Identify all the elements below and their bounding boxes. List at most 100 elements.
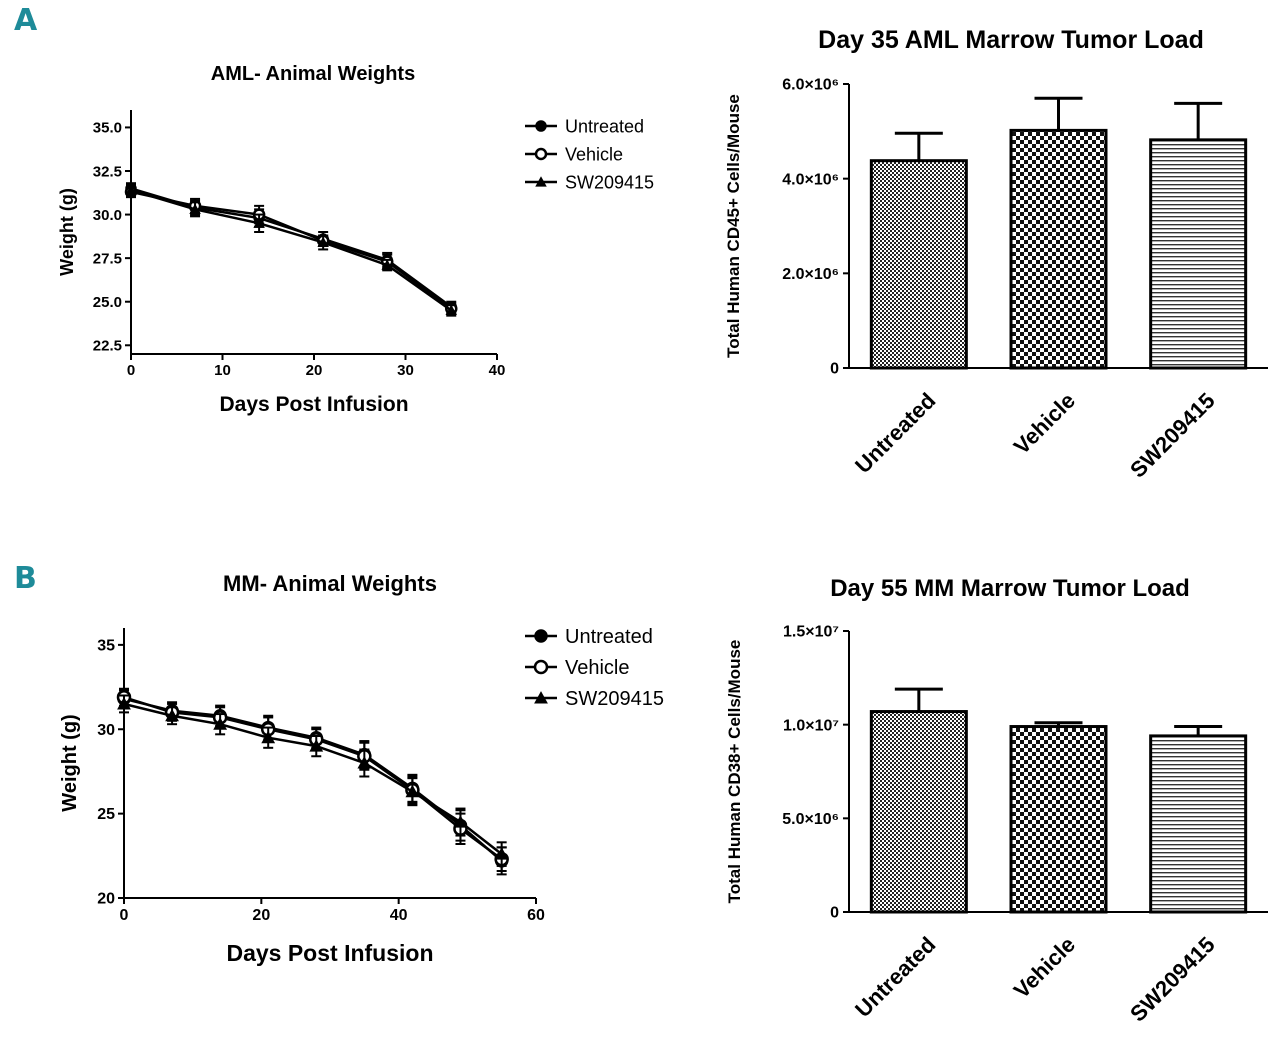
x-axis-label: Days Post Infusion <box>219 393 408 416</box>
chart-title: AML- Animal Weights <box>211 63 415 85</box>
panel-b-label: B <box>14 561 37 596</box>
panel-a-label: A <box>14 3 38 38</box>
y-tick-label: 1.0×10⁷ <box>783 717 839 734</box>
bar-group-vehicle: Vehicle <box>1009 96 1108 459</box>
legend-item-sw209415: SW209415 <box>525 688 664 710</box>
legend-label: SW209415 <box>565 688 664 710</box>
x-axis-label: Days Post Infusion <box>226 940 433 966</box>
data-point <box>317 236 329 248</box>
bar <box>1149 138 1248 370</box>
series-line <box>123 695 503 861</box>
y-tick-label: 1.5×10⁷ <box>783 624 839 641</box>
x-tick-label: 20 <box>252 907 270 924</box>
x-tick-label: 10 <box>214 362 231 379</box>
bar <box>869 710 968 914</box>
bar <box>1149 734 1248 914</box>
data-point <box>453 815 468 828</box>
series-vehicle <box>124 185 458 315</box>
category-label: Untreated <box>850 388 940 478</box>
bar-group-vehicle: Vehicle <box>1009 721 1108 1003</box>
legend-marker <box>534 691 548 704</box>
y-axis-label: Weight (g) <box>59 714 81 811</box>
y-axis-label: Weight (g) <box>57 188 77 276</box>
data-point <box>494 847 509 860</box>
category-label: Vehicle <box>1009 388 1080 459</box>
data-point <box>189 203 201 214</box>
y-tick-label: 25 <box>97 806 115 823</box>
y-tick-label: 32.5 <box>93 163 122 180</box>
data-point <box>125 184 137 195</box>
y-tick-label: 25.0 <box>93 294 122 311</box>
data-point <box>253 217 265 228</box>
y-tick-label: 35 <box>97 637 115 654</box>
legend-marker <box>535 120 547 132</box>
series-line <box>123 702 503 856</box>
category-label: Vehicle <box>1009 932 1080 1003</box>
data-point <box>445 304 457 316</box>
legend-label: Vehicle <box>565 144 623 164</box>
chart-title: MM- Animal Weights <box>223 571 437 596</box>
chart-title: Day 55 MM Marrow Tumor Load <box>830 575 1190 602</box>
data-point <box>117 697 131 710</box>
y-tick-label: 5.0×10⁶ <box>782 811 839 828</box>
y-tick-label: 4.0×10⁶ <box>782 171 839 188</box>
bar-group-sw209415: SW209415 <box>1125 725 1248 1027</box>
y-tick-label: 0 <box>830 905 839 922</box>
data-point <box>165 708 179 722</box>
legend-item-vehicle: Vehicle <box>525 144 623 164</box>
legend-marker <box>534 629 548 643</box>
y-tick-label: 6.0×10⁶ <box>782 77 839 94</box>
series-line <box>130 187 452 308</box>
legend-label: Untreated <box>565 626 653 648</box>
x-tick-label: 20 <box>306 362 323 379</box>
category-label: Untreated <box>850 932 940 1022</box>
bar-group-untreated: Untreated <box>850 131 968 478</box>
series-line <box>130 190 452 310</box>
bar-group-untreated: Untreated <box>850 687 968 1022</box>
legend-marker <box>534 147 548 161</box>
aml-tumor-load-chart: Day 35 AML Marrow Tumor Load 0 2.0×10⁶ 4.0×… <box>724 26 1268 483</box>
category-label: SW209415 <box>1125 932 1220 1027</box>
legend-item-vehicle: Vehicle <box>525 657 630 679</box>
legend-label: Untreated <box>565 116 644 136</box>
data-point <box>381 259 393 270</box>
series-line <box>123 697 503 862</box>
bar <box>869 159 968 370</box>
y-tick-label: 30.0 <box>93 207 122 224</box>
y-tick-label: 22.5 <box>93 338 122 355</box>
y-axis-label: Total Human CD45+ Cells/Mouse <box>724 94 743 358</box>
legend-label: SW209415 <box>565 172 654 192</box>
x-tick-label: 40 <box>489 362 506 379</box>
y-tick-label: 2.0×10⁶ <box>782 266 839 283</box>
data-point <box>261 730 276 744</box>
chart-title: Day 35 AML Marrow Tumor Load <box>818 26 1204 54</box>
x-tick-label: 0 <box>127 362 135 379</box>
legend-item-untreated: Untreated <box>525 626 653 648</box>
x-tick-label: 0 <box>120 907 129 924</box>
data-point <box>405 784 420 798</box>
legend-item-sw209415: SW209415 <box>525 172 654 192</box>
y-tick-label: 20 <box>97 891 115 908</box>
y-tick-label: 0 <box>830 361 839 378</box>
data-point <box>357 756 372 769</box>
data-point <box>213 717 228 730</box>
bar-group-sw209415: SW209415 <box>1125 101 1248 483</box>
y-axis-label: Total Human CD38+ Cells/Mouse <box>725 640 744 904</box>
legend-marker <box>535 176 547 187</box>
x-tick-label: 60 <box>527 907 545 924</box>
legend-label: Vehicle <box>565 657 630 679</box>
y-tick-label: 30 <box>97 722 115 739</box>
series-line <box>130 188 452 312</box>
data-point <box>309 739 324 752</box>
legend-item-untreated: Untreated <box>525 116 644 136</box>
y-tick-label: 35.0 <box>93 120 122 137</box>
y-tick-label: 27.5 <box>93 250 122 267</box>
series-sw209415 <box>117 694 509 867</box>
mm-weights-chart: MM- Animal Weights 20 25 30 35 0 20 40 60 Days Po… <box>59 571 664 966</box>
legend-marker <box>533 659 549 675</box>
aml-weights-chart: AML- Animal Weights 22.5 25.0 27.5 30.0 32.5 3… <box>57 63 654 416</box>
bar <box>1009 725 1108 914</box>
x-tick-label: 30 <box>397 362 414 379</box>
x-tick-label: 40 <box>390 907 408 924</box>
